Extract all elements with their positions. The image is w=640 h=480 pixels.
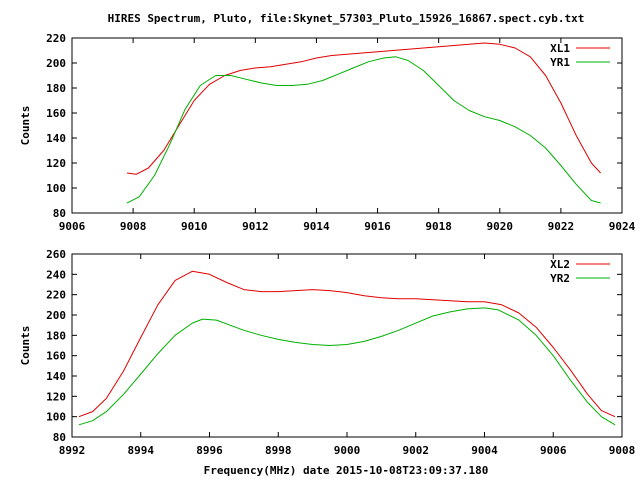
panel-1-y-axis-label: Counts (19, 326, 32, 366)
panel-0-series-line-yr1 (126, 56, 601, 204)
panel-1-y-tick-label: 180 (46, 329, 66, 342)
panel-1-series-line-yr2 (78, 307, 616, 426)
panel-0-x-tick-label: 9012 (242, 220, 269, 233)
panel-1-x-tick-label: 9006 (540, 444, 567, 457)
panel-1-x-tick-label: 8998 (265, 444, 292, 457)
panel-0-y-tick-label: 200 (46, 57, 66, 70)
panel-0-x-tick-label: 9006 (59, 220, 86, 233)
panel-1-y-tick-label: 80 (53, 431, 66, 444)
top-panel: 9006 9008 9010 9012 9014 9016 9018 9020 9022 9024… (19, 32, 636, 233)
panel-1-y-tick-label: 240 (46, 268, 66, 281)
panel-0-y-tick-label: 160 (46, 107, 66, 120)
panel-0-plot-frame (71, 37, 623, 214)
panel-1-y-tick-label: 140 (46, 370, 66, 383)
panel-0-y-tick-label: 100 (46, 182, 66, 195)
panel-1-x-tick-label: 8996 (196, 444, 223, 457)
panel-1-x-tick-label: 8992 (59, 444, 86, 457)
panel-1-y-tick-label: 120 (46, 390, 66, 403)
panel-1-x-tick-label: 9002 (403, 444, 430, 457)
panel-0-y-tick-label: 80 (53, 207, 66, 220)
panel-0-y-tick-label: 140 (46, 132, 66, 145)
panel-0-x-tick-label: 9022 (548, 220, 575, 233)
panel-1-x-tick-label: 9004 (471, 444, 498, 457)
figure-title: HIRES Spectrum, Pluto, file:Skynet_57303… (108, 12, 585, 25)
panel-1-y-tick-label: 260 (46, 248, 66, 261)
panel-1-y-tick-label: 160 (46, 350, 66, 363)
panel-0-x-tick-label: 9016 (364, 220, 391, 233)
x-axis-label: Frequency(MHz) date 2015-10-08T23:09:37.… (204, 464, 489, 477)
panel-0-y-axis-label: Counts (19, 106, 32, 146)
panel-0-series-line-xl1 (126, 42, 601, 175)
panel-0-y-tick-label: 180 (46, 82, 66, 95)
panel-0-x-tick-label: 9010 (181, 220, 208, 233)
panel-0-x-tick-label: 9018 (425, 220, 452, 233)
panel-0-y-tick-label: 120 (46, 157, 66, 170)
panel-1-y-tick-label: 200 (46, 309, 66, 322)
panel-1-series-line-xl2 (78, 270, 616, 418)
panel-0-y-tick-label: 220 (46, 32, 66, 45)
panel-0-x-tick-label: 9024 (609, 220, 636, 233)
panel-0-legend-label-yr1: YR1 (550, 56, 570, 69)
panel-1-legend-label-yr2: YR2 (550, 272, 570, 285)
panel-1-y-tick-label: 100 (46, 411, 66, 424)
panel-0-x-tick-label: 9020 (487, 220, 514, 233)
panel-1-y-tick-label: 220 (46, 289, 66, 302)
panel-1-legend-label-xl2: XL2 (550, 258, 570, 271)
panel-1-x-tick-label: 9008 (609, 444, 636, 457)
panel-1-x-tick-label: 9000 (334, 444, 361, 457)
panel-1-x-tick-label: 8994 (128, 444, 155, 457)
panel-0-legend-label-xl1: XL1 (550, 42, 570, 55)
panel-0-x-tick-label: 9008 (120, 220, 147, 233)
panel-0-x-tick-label: 9014 (303, 220, 330, 233)
bottom-panel: 8992 8994 8996 8998 9000 9002 9004 9006 9008 80 10… (19, 248, 635, 457)
